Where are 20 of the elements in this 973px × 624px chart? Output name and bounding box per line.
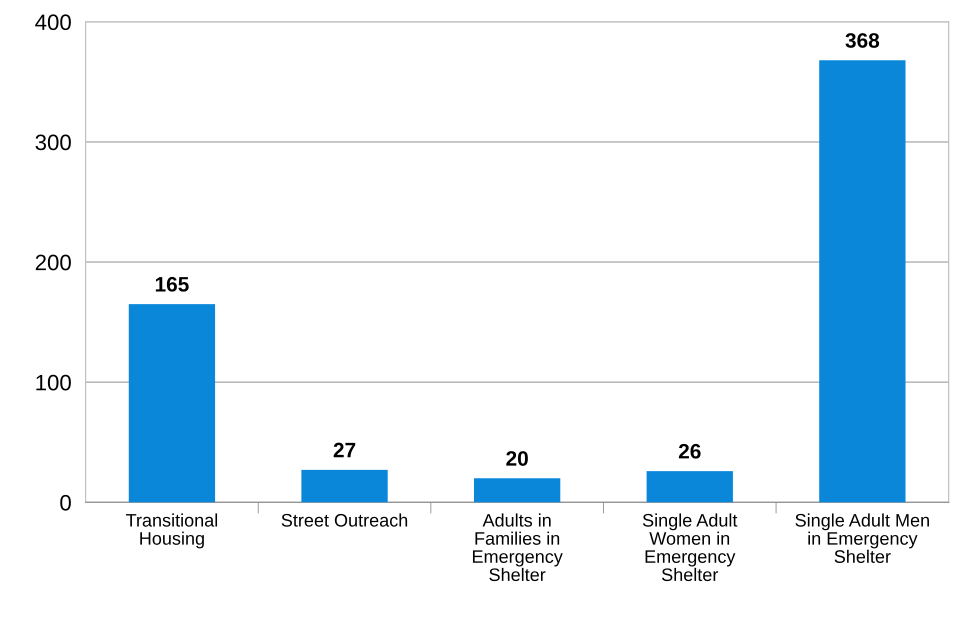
y-tick-label: 0	[60, 494, 71, 511]
data-label: 165	[156, 276, 189, 292]
data-label: 27	[334, 442, 356, 458]
data-label: 20	[506, 451, 528, 466]
bar	[301, 470, 388, 502]
y-tick-label: 100	[36, 374, 71, 390]
y-tick-label: 300	[36, 134, 71, 150]
y-tick-label: 400	[35, 14, 71, 30]
data-label: 368	[845, 33, 880, 48]
bar	[819, 60, 906, 502]
bar	[646, 471, 733, 502]
x-tick-label: Single Adult Women in Emergency Shelter	[642, 513, 738, 582]
x-tick-label: Street Outreach	[282, 513, 408, 527]
y-tick-label: 200	[36, 254, 71, 270]
x-tick-label: Single Adult Men in Emergency Shelter	[795, 513, 929, 563]
data-label: 26	[678, 444, 701, 459]
x-tick-label: Transitional Housing	[126, 513, 218, 548]
bar	[474, 478, 560, 502]
bar	[128, 304, 216, 502]
x-tick-label: Adults in Families in Emergency Shelter	[472, 513, 563, 582]
